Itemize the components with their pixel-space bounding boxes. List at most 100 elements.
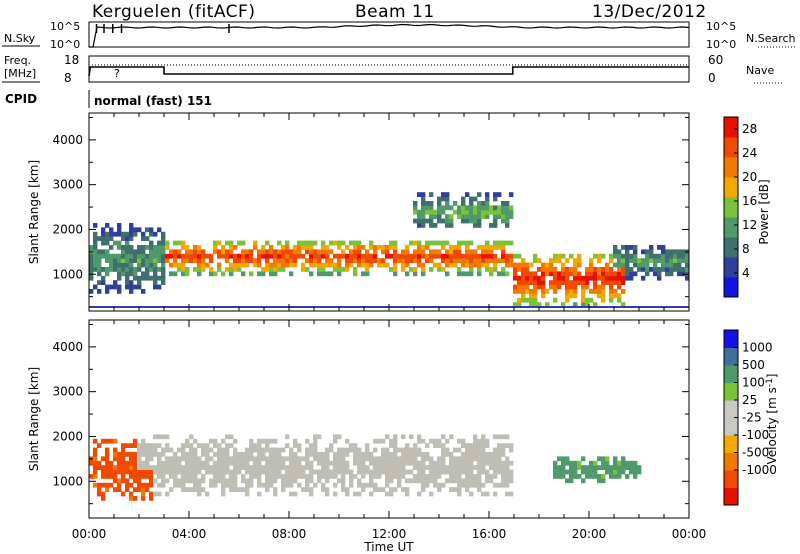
velocity-cell — [225, 452, 230, 457]
power-cell — [613, 262, 618, 268]
velocity-cell — [133, 452, 138, 457]
power-cell — [525, 267, 530, 272]
power-cell — [585, 284, 590, 290]
velocity-cell — [253, 474, 258, 479]
power-cell — [497, 214, 502, 219]
velocity-cell — [501, 447, 506, 453]
power-cell — [353, 240, 358, 246]
velocity-cell — [349, 482, 354, 488]
velocity-cell — [629, 469, 634, 475]
velocity-cell — [305, 452, 310, 457]
power-cell — [301, 267, 306, 272]
y-tick-label: 2000 — [52, 429, 83, 443]
velocity-cell — [337, 434, 342, 440]
power-cell — [137, 253, 142, 259]
power-cell — [473, 218, 478, 224]
power-cell — [249, 249, 254, 255]
velocity-cell — [589, 469, 594, 475]
velocity-cell — [225, 465, 230, 470]
velocity-cell — [177, 447, 182, 453]
velocity-cell — [281, 465, 286, 470]
power-cell — [553, 271, 558, 277]
power-cell — [253, 240, 258, 246]
power-cell — [297, 253, 302, 259]
power-cell — [669, 271, 674, 277]
velocity-cell — [265, 447, 270, 453]
velocity-cell — [121, 447, 126, 453]
power-cell — [509, 192, 514, 197]
power-cell — [93, 262, 98, 268]
power-cell — [585, 267, 590, 272]
velocity-cell — [393, 487, 398, 492]
power-cell — [117, 271, 122, 277]
power-cell — [501, 245, 506, 250]
velocity-cell — [269, 478, 274, 484]
power-cell — [157, 240, 162, 246]
velocity-cell — [117, 487, 122, 492]
power-cell — [617, 249, 622, 255]
power-cell — [669, 249, 674, 255]
power-cell — [521, 275, 526, 281]
power-cell — [593, 280, 598, 285]
power-cell — [193, 258, 198, 263]
velocity-cell — [609, 469, 614, 475]
velocity-cell — [497, 447, 502, 453]
power-cell — [317, 258, 322, 263]
power-cell — [265, 249, 270, 255]
power-cell — [209, 271, 214, 277]
velocity-cell — [309, 452, 314, 457]
velocity-cell — [185, 478, 190, 484]
power-cell — [457, 209, 462, 215]
velocity-cell — [129, 456, 134, 462]
x-tick-label: 20:00 — [572, 527, 607, 541]
velocity-cell — [325, 491, 330, 497]
power-cell — [197, 262, 202, 268]
velocity-cell — [209, 438, 214, 444]
power-cell — [617, 267, 622, 272]
power-cell — [505, 271, 510, 277]
power-cell — [441, 209, 446, 215]
power-cell — [673, 262, 678, 268]
velocity-cell — [157, 456, 162, 462]
power-cell — [493, 196, 498, 202]
velocity-cell — [297, 465, 302, 470]
nsky-tick-top: 10^5 — [50, 20, 80, 33]
power-cell — [405, 271, 410, 277]
velocity-cell — [133, 443, 138, 448]
x-tick-label: 00:00 — [72, 527, 107, 541]
velocity-cell — [453, 447, 458, 453]
velocity-cell — [417, 469, 422, 475]
velocity-cell — [245, 465, 250, 470]
power-cell — [501, 253, 506, 259]
velocity-cell — [485, 438, 490, 444]
power-cell — [573, 271, 578, 277]
power-cell — [177, 240, 182, 246]
power-cell — [285, 245, 290, 250]
velocity-cell — [221, 460, 226, 466]
velocity-cell — [101, 474, 106, 479]
power-cell — [101, 275, 106, 281]
velocity-cell — [121, 491, 126, 497]
power-cell — [569, 271, 574, 277]
power-cell — [517, 284, 522, 290]
power-cell — [313, 249, 318, 255]
velocity-cell — [381, 456, 386, 462]
velocity-cell — [97, 460, 102, 466]
velocity-cell — [245, 460, 250, 466]
power-cell — [413, 218, 418, 224]
power-cell — [485, 196, 490, 202]
velocity-cell — [453, 474, 458, 479]
velocity-cell — [161, 474, 166, 479]
power-cell — [217, 262, 222, 268]
power-cell — [149, 267, 154, 272]
power-cell — [221, 245, 226, 250]
power-cell — [477, 271, 482, 277]
power-cell — [229, 271, 234, 277]
power-cell — [161, 249, 166, 255]
velocity-cell — [137, 487, 142, 492]
velocity-cell — [133, 456, 138, 462]
velocity-cell — [337, 460, 342, 466]
power-cell — [273, 253, 278, 259]
power-cell — [305, 258, 310, 263]
velocity-cell — [241, 460, 246, 466]
